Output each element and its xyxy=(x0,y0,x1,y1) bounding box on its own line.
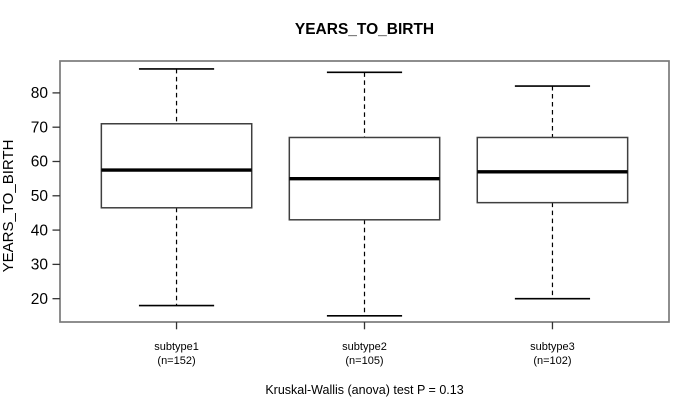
stat-annotation: Kruskal-Wallis (anova) test P = 0.13 xyxy=(265,383,463,397)
category-label: subtype2 xyxy=(342,341,387,353)
y-axis: 20 30 40 50 60 70 80 xyxy=(31,85,60,308)
iqr-box xyxy=(100,123,253,209)
y-tick-label: 50 xyxy=(31,188,49,205)
y-tick-label: 20 xyxy=(31,291,49,308)
boxplot-subtype1 xyxy=(100,68,253,307)
chart-title: YEARS_TO_BIRTH xyxy=(295,21,434,38)
y-tick-label: 80 xyxy=(31,85,49,102)
y-tick-label: 70 xyxy=(31,119,49,136)
category-label: subtype3 xyxy=(530,341,575,353)
category-sublabel: (n=152) xyxy=(157,355,195,367)
y-tick-label: 60 xyxy=(31,154,49,171)
boxplot-subtype3 xyxy=(476,85,629,300)
x-axis: subtype1 (n=152) subtype2 (n=105) subtype3 (n… xyxy=(154,322,575,367)
boxplot-series xyxy=(100,68,629,317)
iqr-box xyxy=(476,136,629,204)
category-label: subtype1 xyxy=(154,341,199,353)
y-axis-title: YEARS_TO_BIRTH xyxy=(0,140,17,273)
boxplot-subtype2 xyxy=(288,71,441,317)
y-tick-label: 40 xyxy=(31,222,49,239)
category-sublabel: (n=102) xyxy=(533,355,571,367)
category-sublabel: (n=105) xyxy=(345,355,383,367)
y-tick-label: 30 xyxy=(31,257,49,274)
